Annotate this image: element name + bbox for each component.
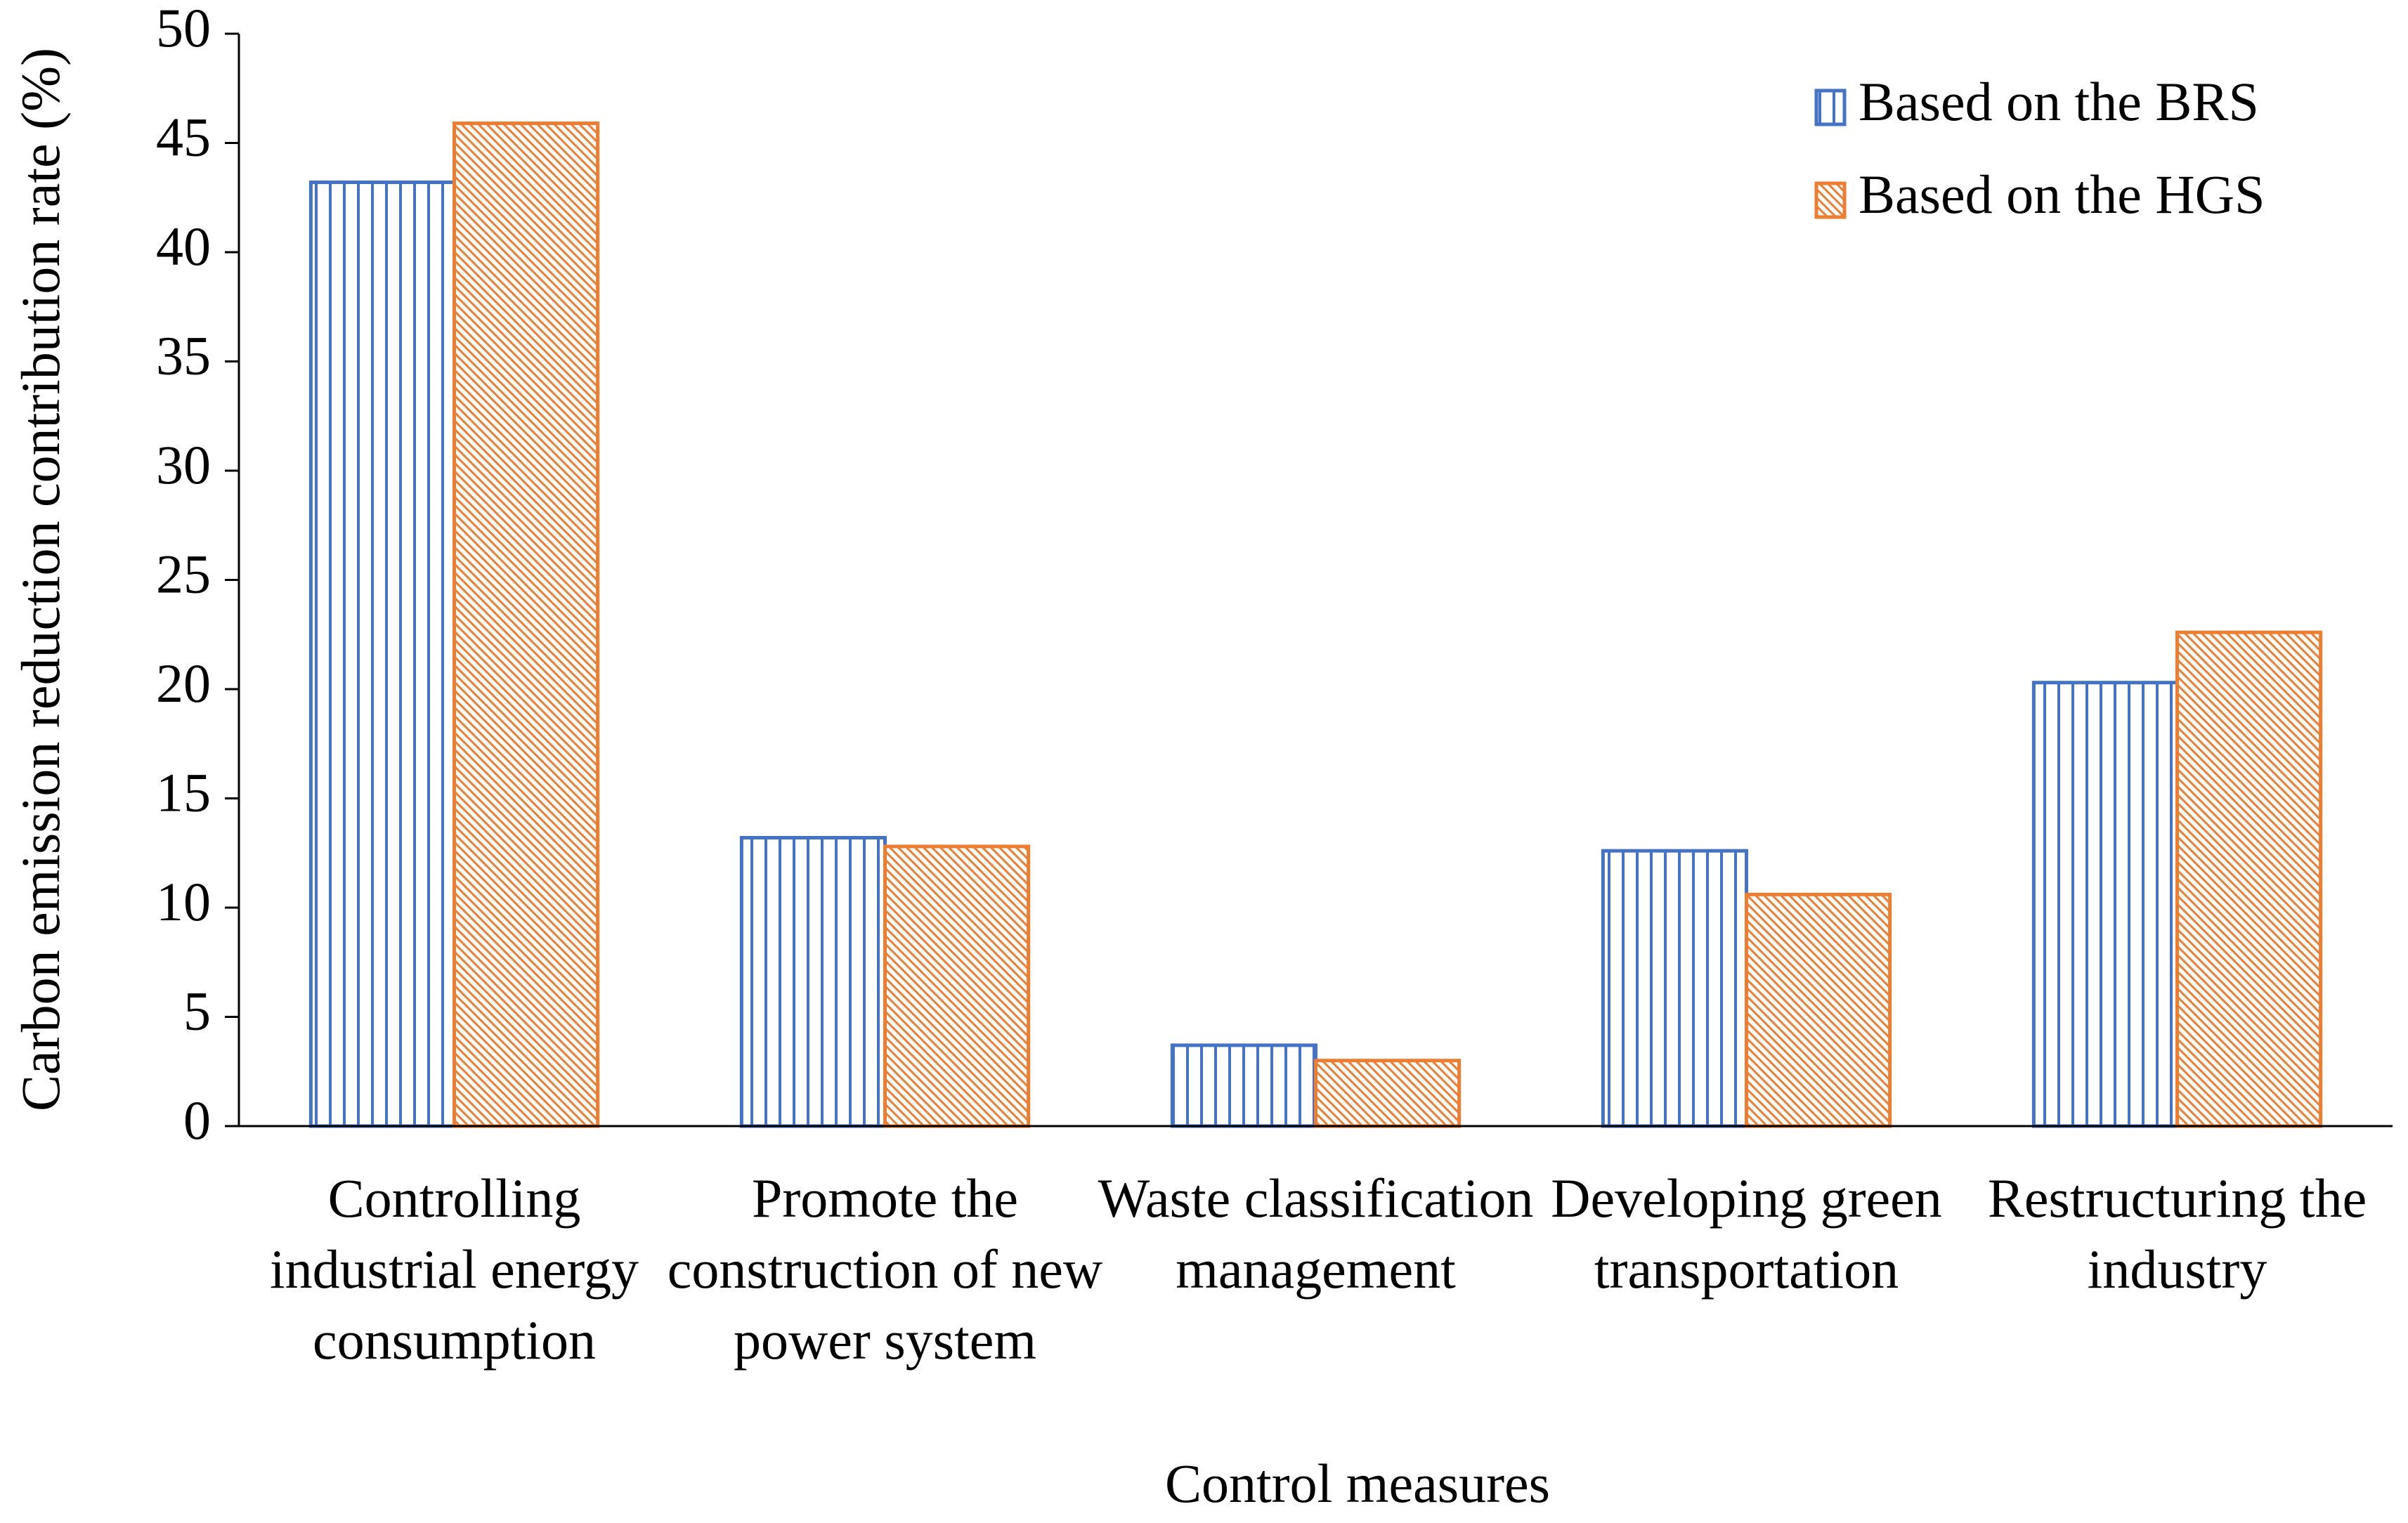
bar: [2175, 630, 2323, 1128]
x-tick-label: Waste classification management: [1098, 1168, 1534, 1300]
y-tick-label: 0: [183, 1090, 211, 1151]
x-tick-label: Controlling industrial energy consumptio…: [270, 1168, 639, 1371]
bar: [1170, 1043, 1317, 1128]
y-tick-label: 10: [156, 871, 211, 932]
y-tick-label: 35: [156, 325, 211, 386]
y-tick-label: 30: [156, 434, 211, 495]
y-tick-label: 50: [156, 0, 211, 58]
bar: [1745, 892, 1892, 1128]
legend-label: Based on the HGS: [1859, 164, 2265, 225]
x-tick-label: Developing green transportation: [1551, 1168, 1942, 1300]
bar: [453, 122, 600, 1128]
x-axis-label: Control measures: [1165, 1453, 1550, 1514]
bar: [739, 835, 887, 1128]
y-tick-label: 25: [156, 543, 211, 604]
x-tick-label: Restructuring the industry: [1987, 1168, 2367, 1300]
bar: [1314, 1059, 1462, 1128]
legend-swatch: [1814, 181, 1847, 219]
x-tick-label: Promote the construction of new power sy…: [667, 1168, 1103, 1371]
y-tick-label: 15: [156, 762, 211, 823]
bar: [2031, 681, 2180, 1128]
legend-label: Based on the BRS: [1859, 71, 2259, 132]
y-tick-label: 5: [183, 980, 211, 1041]
bar: [1601, 849, 1749, 1128]
y-tick-label: 20: [156, 653, 211, 714]
y-axis-label: Carbon emission reduction contribution r…: [10, 48, 71, 1111]
y-tick-label: 40: [156, 216, 211, 277]
bar: [308, 180, 456, 1128]
bar: [883, 844, 1031, 1128]
y-tick-label: 45: [156, 106, 211, 167]
legend-swatch: [1814, 89, 1847, 126]
